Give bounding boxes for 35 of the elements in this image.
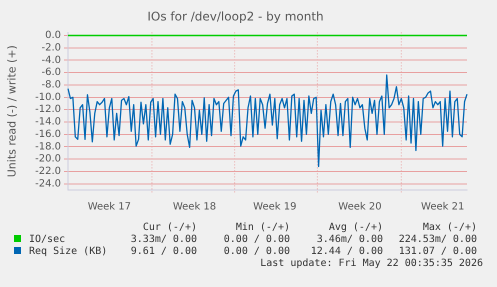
x-tick-label: Week 19	[253, 202, 296, 213]
x-tick-label: Week 18	[172, 202, 216, 213]
y-tick-label: -20.0	[35, 154, 61, 165]
y-tick-label: -16.0	[35, 128, 61, 140]
y-tick-label: 0.0	[45, 30, 61, 42]
y-axis-title: Units read (-) / write (+)	[5, 45, 18, 178]
x-tick-label: Week 20	[338, 202, 382, 213]
x-tick-label: Week 21	[421, 202, 464, 213]
y-tick-label: -12.0	[35, 104, 61, 116]
text: 0.00 / 0.00	[224, 246, 290, 258]
text: 9.61 / 0.00	[130, 246, 197, 258]
y-tick-label: -14.0	[35, 116, 61, 128]
text: 12.44 / 0.00	[310, 246, 383, 258]
text: 3.46m/ 0.00	[316, 234, 383, 246]
y-tick-label: -4.0	[41, 54, 61, 66]
text: 224.53m/ 0.00	[398, 234, 477, 246]
chart-title: IOs for /dev/loop2 - by month	[147, 9, 324, 24]
text: Cur (-/+)	[142, 222, 197, 234]
y-tick-label: -18.0	[35, 141, 61, 152]
y-tick-label: -10.0	[35, 92, 61, 103]
text: Avg (-/+)	[328, 222, 383, 234]
y-tick-label: -22.0	[35, 166, 61, 178]
text: 0.00 / 0.00	[224, 234, 290, 246]
y-tick-label: -24.0	[35, 178, 61, 190]
y-tick-label: -8.0	[41, 80, 61, 91]
x-tick-label: Week 17	[88, 202, 132, 213]
text: 131.07 / 0.00	[398, 246, 477, 258]
legend-label: IO/sec	[28, 234, 66, 246]
text: Min (-/+)	[236, 222, 290, 234]
y-tick-label: -6.0	[41, 67, 61, 78]
text: Last update: Fri May 22 00:35:35 2026	[260, 258, 483, 270]
legend-label: Req Size (KB)	[28, 246, 108, 258]
y-tick-label: -2.0	[41, 42, 61, 54]
text: 3.33m/ 0.00	[130, 234, 197, 246]
text: Max (-/+)	[422, 222, 477, 234]
